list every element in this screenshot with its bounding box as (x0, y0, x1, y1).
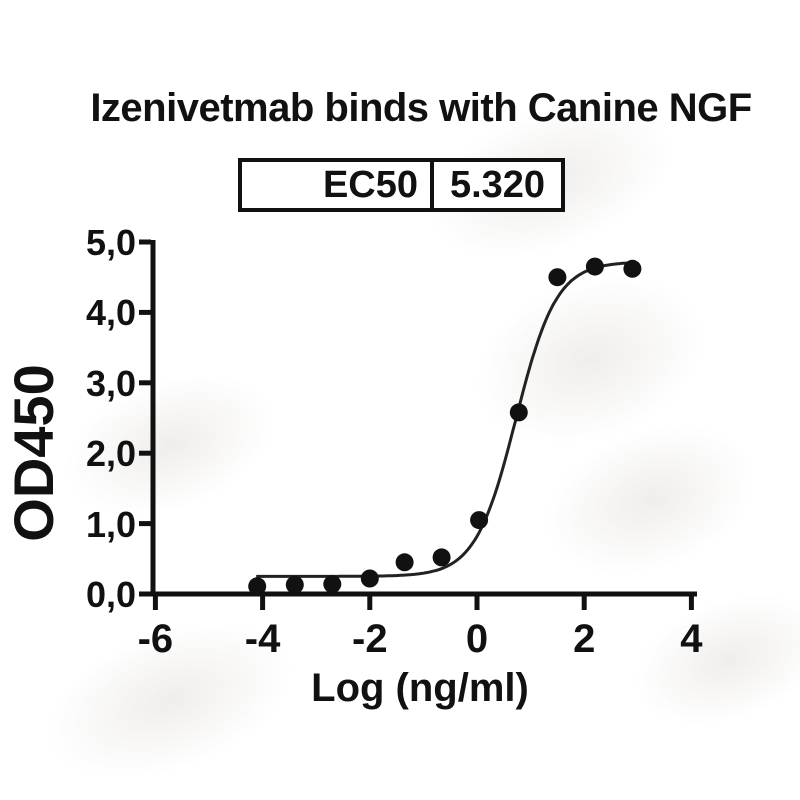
chart-title: Izenivetmab binds with Canine NGF (90, 86, 752, 130)
y-tick-label: 5,0 (86, 222, 136, 263)
fit-curve (256, 261, 636, 578)
data-point (360, 569, 379, 588)
y-tick-label: 3,0 (86, 363, 136, 404)
x-tick-label: -2 (352, 617, 388, 661)
y-tick-label: 0,0 (86, 574, 136, 615)
data-point (285, 575, 304, 594)
data-point (548, 268, 567, 287)
data-point (248, 577, 267, 596)
x-tick-label: 4 (680, 617, 703, 661)
data-point (395, 553, 414, 572)
data-point (470, 511, 489, 530)
ec50-value-cell: 5.320 (430, 162, 561, 208)
y-tick-label: 2,0 (86, 433, 136, 474)
x-tick-labels: -6 -4 -2 0 2 4 (138, 617, 704, 661)
data-point (585, 257, 604, 276)
y-tick-labels: 0,0 1,0 2,0 3,0 4,0 5,0 (86, 222, 136, 615)
ec50-table: EC50 5.320 (238, 158, 565, 212)
data-point (509, 403, 528, 422)
data-point (623, 259, 642, 278)
data-point (432, 548, 451, 567)
x-tick-label: -4 (245, 617, 281, 661)
x-axis-title: Log (ng/ml) (311, 666, 529, 710)
x-ticks (152, 594, 694, 610)
x-tick-label: 0 (466, 617, 488, 661)
x-tick-label: 2 (573, 617, 595, 661)
data-points (248, 257, 642, 596)
y-tick-label: 4,0 (86, 292, 136, 333)
y-axis-title: OD450 (2, 364, 65, 541)
y-tick-label: 1,0 (86, 504, 136, 545)
x-tick-label: -6 (138, 617, 174, 661)
data-point (323, 575, 342, 594)
ec50-label-cell: EC50 (322, 163, 418, 206)
y-ticks (139, 239, 151, 597)
